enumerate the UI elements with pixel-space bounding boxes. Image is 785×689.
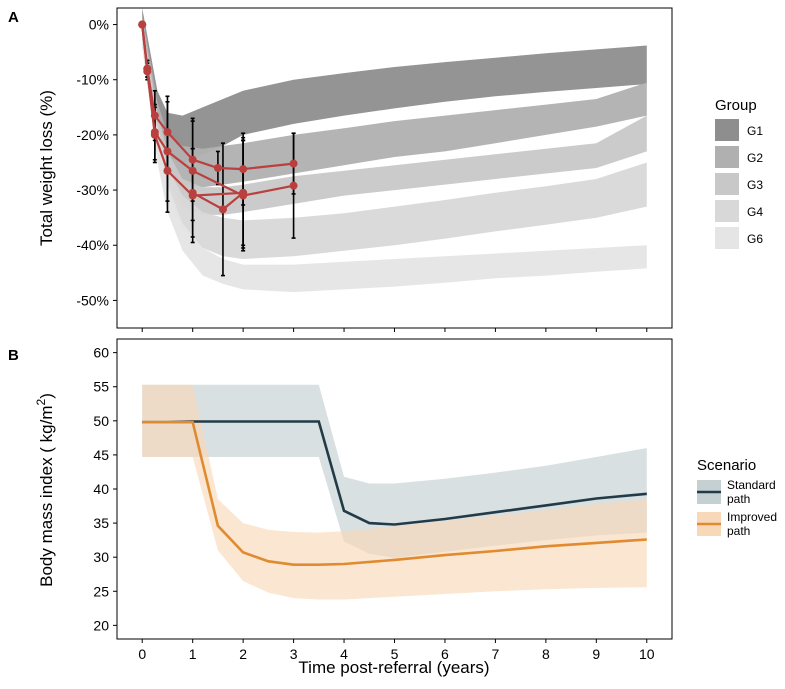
observed-point <box>163 128 172 137</box>
observed-line-3 <box>141 24 244 197</box>
panel-a-y-axis: 0% -10% -20% -30% -40% -50% <box>76 17 117 308</box>
y-tick-label: -30% <box>76 182 109 198</box>
observed-point <box>163 147 172 156</box>
observed-point <box>188 155 197 164</box>
legend-label-g2: G2 <box>747 151 763 165</box>
y-tick-label: -40% <box>76 237 109 253</box>
line-improved-path <box>142 420 647 567</box>
line-standard-path <box>142 420 647 526</box>
observed-point <box>138 20 147 29</box>
band-g2 <box>142 13 647 188</box>
observed-point <box>150 130 159 139</box>
panel-b-y-label-sup: 2 <box>34 398 48 405</box>
legend-label-line1: Standard <box>727 478 776 492</box>
panel-b-y-axis: 20 25 30 35 40 45 50 55 60 <box>93 345 117 633</box>
legend-label-line2: path <box>727 492 750 506</box>
panel-b-y-label-main: Body mass index ( kg/m <box>37 405 56 586</box>
y-tick-label: -50% <box>76 292 109 308</box>
observed-point <box>188 166 197 175</box>
panel-b-y-label: Body mass index ( kg/m2) <box>34 393 56 587</box>
panel-b-label: B <box>8 347 19 364</box>
panel-a-legend: Group G1 G2 G3 G4 G6 <box>715 97 763 249</box>
x-tick-label: 0 <box>138 646 146 662</box>
observed-point <box>163 166 172 175</box>
panel-a-y-label: Total weight loss (%) <box>37 90 56 246</box>
observed-point <box>188 188 197 197</box>
y-tick-label: 30 <box>93 549 109 565</box>
observed-point <box>239 188 248 197</box>
observed-point <box>143 64 152 73</box>
x-tick-label: 10 <box>639 646 655 662</box>
x-tick-label: 6 <box>441 646 449 662</box>
legend-label-line2: path <box>727 524 750 538</box>
y-tick-label: 20 <box>93 617 109 633</box>
panel-a-legend-title: Group <box>715 97 757 114</box>
y-tick-label: -10% <box>76 72 109 88</box>
panel-a-series <box>138 20 298 277</box>
band-g6 <box>142 30 647 293</box>
legend-label-g6: G6 <box>747 232 763 246</box>
observed-point <box>289 159 298 168</box>
x-tick-label: 5 <box>391 646 399 662</box>
y-tick-label: 60 <box>93 345 109 361</box>
legend-swatch-g6 <box>715 227 739 249</box>
panel-b-series <box>142 420 647 567</box>
panel-a-x-axis <box>141 328 648 332</box>
panel-b-y-label-close: ) <box>37 393 56 399</box>
legend-swatch-g3 <box>715 173 739 195</box>
x-axis-label: Time post-referral (years) <box>298 658 489 677</box>
legend-label-line1: Improved <box>727 510 777 524</box>
legend-swatch-g1 <box>715 119 739 141</box>
panel-b-bands <box>142 384 647 600</box>
y-tick-label: 25 <box>93 583 109 599</box>
x-tick-label: 4 <box>340 646 348 662</box>
legend-swatch-g4 <box>715 200 739 222</box>
legend-label-g4: G4 <box>747 205 763 219</box>
x-tick-label: 8 <box>542 646 550 662</box>
y-tick-label: 0% <box>89 17 109 33</box>
x-tick-label: 1 <box>189 646 197 662</box>
observed-point <box>218 205 227 214</box>
y-tick-label: 55 <box>93 379 109 395</box>
observed-point <box>289 181 298 190</box>
x-tick-label: 2 <box>239 646 247 662</box>
panel-b-legend-title: Scenario <box>697 457 756 474</box>
y-tick-label: -20% <box>76 127 109 143</box>
panel-a-label: A <box>8 9 19 26</box>
panel-a-bands <box>142 8 647 293</box>
y-tick-label: 45 <box>93 447 109 463</box>
y-tick-label: 35 <box>93 515 109 531</box>
ribbon-improved <box>142 384 647 600</box>
x-tick-label: 9 <box>592 646 600 662</box>
band-g3 <box>142 19 647 215</box>
legend-label-g3: G3 <box>747 178 763 192</box>
band-g4 <box>142 24 647 259</box>
y-tick-label: 50 <box>93 413 109 429</box>
panel-b-x-axis: 0 1 2 3 4 5 6 7 8 9 10 <box>138 639 655 662</box>
y-tick-label: 40 <box>93 481 109 497</box>
legend-label-g1: G1 <box>747 124 763 138</box>
band-g1 <box>142 8 647 163</box>
x-tick-label: 3 <box>290 646 298 662</box>
legend-swatch-g2 <box>715 146 739 168</box>
x-tick-label: 7 <box>492 646 500 662</box>
observed-point <box>239 165 248 174</box>
observed-point <box>213 164 222 172</box>
